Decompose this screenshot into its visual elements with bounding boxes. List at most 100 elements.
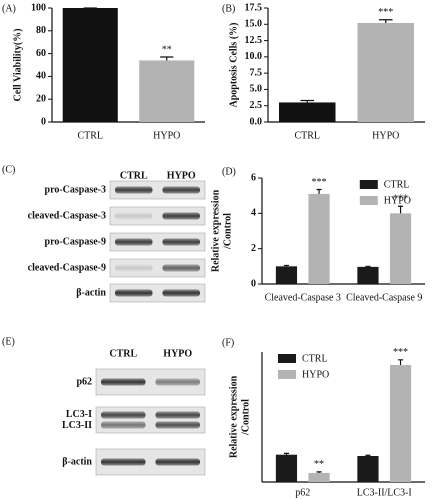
panel-label: (E) <box>2 336 15 347</box>
error-bar <box>365 454 371 456</box>
panel-label: (A) <box>2 3 16 14</box>
legend-swatch <box>359 180 378 189</box>
blot-strip <box>109 258 206 278</box>
y-tick-label: 4 <box>251 208 256 219</box>
x-tick-label: Cleaved-Caspase 3 <box>265 292 341 303</box>
blot-band <box>162 186 200 194</box>
blot-band <box>101 411 146 419</box>
bar <box>389 365 412 482</box>
error-bar <box>160 56 174 61</box>
x-tick-label: Cleaved-Caspase 9 <box>346 292 422 303</box>
error-bar <box>300 99 315 103</box>
y-tick-label: 6 <box>251 172 256 183</box>
blot-row-label: pro-Caspase-3 <box>45 184 106 195</box>
blot-band <box>155 378 200 386</box>
significance-label: ** <box>162 44 172 55</box>
y-tick-label: 60 <box>36 48 46 59</box>
error-bar <box>398 359 404 365</box>
y-axis-label: /Control <box>240 399 251 436</box>
bar <box>62 8 118 122</box>
blot-row-label: β-actin <box>62 456 92 467</box>
legend-label: HYPO <box>384 195 411 206</box>
blot-strip <box>109 180 206 200</box>
blot-band <box>162 264 200 272</box>
blot-strip <box>95 406 206 434</box>
bar <box>308 193 330 284</box>
x-tick-label: HYPO <box>372 130 399 141</box>
y-tick-label: 12.5 <box>245 35 263 46</box>
blot-row-label: cleaved-Caspase-9 <box>28 262 106 273</box>
legend-label: CTRL <box>384 179 410 190</box>
y-tick-label: 0 <box>41 116 46 127</box>
legend-swatch <box>359 196 378 205</box>
panel-label: (D) <box>222 166 236 177</box>
bar <box>275 266 298 284</box>
lane-label: HYPO <box>167 170 196 181</box>
blot-band <box>115 238 153 246</box>
error-bar <box>283 264 289 267</box>
x-tick-label: p62 <box>295 487 310 498</box>
bar <box>389 213 412 284</box>
y-tick-label: 17.5 <box>245 2 263 13</box>
y-tick-label: 10.0 <box>245 51 263 62</box>
blot-band <box>115 186 153 194</box>
bar <box>278 102 336 122</box>
blot-band <box>162 289 200 297</box>
significance-label: *** <box>393 347 408 358</box>
significance-label: *** <box>378 7 393 18</box>
significance-label: ** <box>314 459 324 470</box>
y-tick-label: 5.0 <box>250 84 263 95</box>
x-tick-label: LC3-II/LC3-I <box>357 487 412 498</box>
y-tick-label: 2.5 <box>250 100 263 111</box>
y-axis-label: Apoptosis Cells (%) <box>228 22 239 107</box>
y-axis-label: Relative expression <box>210 189 221 272</box>
y-tick-label: 0.0 <box>250 116 263 127</box>
blot-strip <box>109 232 206 252</box>
panel-label: (F) <box>222 337 234 348</box>
blot-band <box>155 411 200 419</box>
blot-row-label: cleaved-Caspase-3 <box>28 210 106 221</box>
blot-band <box>162 238 200 246</box>
bar <box>357 22 415 122</box>
error-bar <box>283 452 289 455</box>
error-bar <box>365 265 371 267</box>
blot-row-label: p62 <box>76 376 92 387</box>
blot-row-label: LC3-I <box>66 409 92 420</box>
blot-band <box>101 458 146 466</box>
legend-label: HYPO <box>302 369 329 380</box>
y-tick-label: 7.5 <box>250 67 263 78</box>
blot-band <box>115 212 153 220</box>
legend-swatch <box>278 354 296 363</box>
legend-swatch <box>278 370 296 379</box>
blot-row-label: β-actin <box>76 287 106 298</box>
y-tick-label: 15.0 <box>245 19 263 30</box>
y-tick-label: 80 <box>36 25 46 36</box>
blot-row-label: LC3-II <box>62 420 92 431</box>
blot-band <box>115 264 153 272</box>
blot-row-label: pro-Caspase-9 <box>45 236 106 247</box>
blot-band <box>162 212 200 220</box>
x-tick-label: CTRL <box>294 130 320 141</box>
panel-label: (B) <box>222 3 235 14</box>
bar <box>275 454 298 482</box>
y-tick-label: 100 <box>31 2 46 13</box>
significance-label: *** <box>312 177 327 188</box>
blot-strip <box>109 206 206 226</box>
x-tick-label: HYPO <box>153 130 180 141</box>
lane-label: HYPO <box>163 348 192 359</box>
blot-band <box>155 421 200 429</box>
lane-label: CTRL <box>109 348 137 359</box>
blot-strip <box>109 283 206 303</box>
bar <box>308 472 330 482</box>
blot-band <box>101 378 146 386</box>
lane-label: CTRL <box>120 170 148 181</box>
y-axis-label: Relative expression <box>228 375 239 458</box>
error-bar <box>316 188 322 194</box>
y-tick-label: 40 <box>36 71 46 82</box>
x-tick-label: CTRL <box>77 130 103 141</box>
bar <box>139 60 195 122</box>
bar <box>357 456 379 482</box>
significance-label: *** <box>393 194 408 205</box>
blot-band <box>115 289 153 297</box>
bar <box>357 266 379 284</box>
